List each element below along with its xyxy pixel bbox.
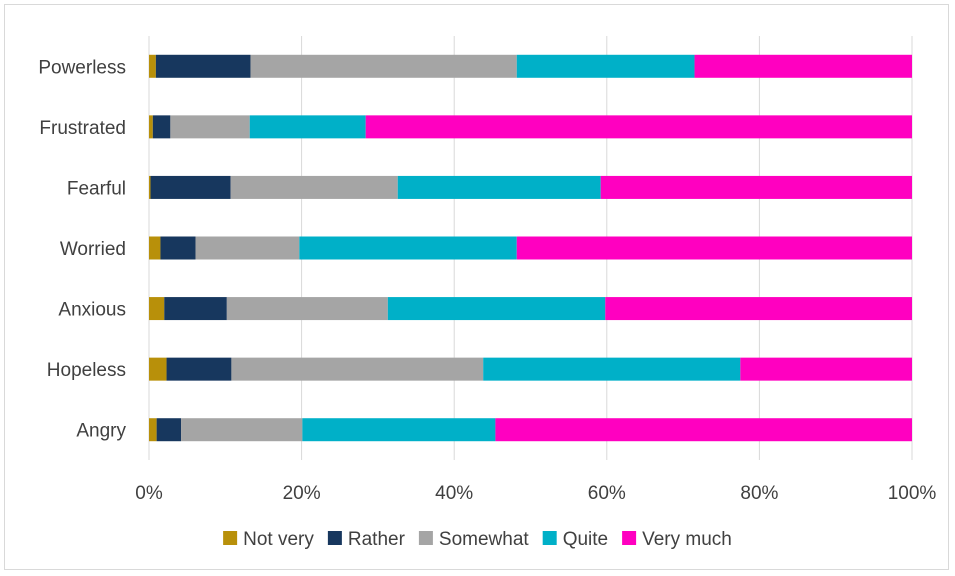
- bar-segment-somewhat: [181, 418, 303, 442]
- category-label: Worried: [60, 239, 126, 260]
- legend-label: Somewhat: [439, 529, 529, 550]
- bar-segment-somewhat: [230, 175, 398, 199]
- bar-segment-not-very: [149, 418, 157, 442]
- bar-segment-not-very: [149, 357, 167, 381]
- bar-segment-quite: [249, 115, 366, 139]
- bar-segment-somewhat: [170, 115, 250, 139]
- bar-segment-quite: [516, 54, 695, 78]
- bar-segment-very-much: [740, 357, 912, 381]
- x-tick-label: 100%: [888, 483, 937, 504]
- bar-segment-quite: [483, 357, 741, 381]
- legend-item-quite: Quite: [542, 529, 608, 550]
- bar-segment-quite: [397, 175, 601, 199]
- category-label: Fearful: [67, 178, 126, 199]
- legend-item-rather: Rather: [327, 529, 406, 550]
- chart-frame: [4, 4, 949, 570]
- legend-swatch: [223, 531, 238, 545]
- category-label: Angry: [76, 421, 126, 442]
- category-label: Frustrated: [39, 118, 126, 139]
- bars: [149, 54, 912, 442]
- legend-item-very-much: Very much: [622, 529, 732, 550]
- bar-segment-somewhat: [231, 357, 484, 381]
- category-label: Powerless: [38, 57, 126, 78]
- bar-segment-rather: [156, 418, 182, 442]
- bar-segment-very-much: [495, 418, 912, 442]
- bar-segment-very-much: [694, 54, 912, 78]
- bar-segment-rather: [150, 175, 231, 199]
- x-tick-label: 0%: [135, 483, 163, 504]
- legend-swatch: [418, 531, 433, 545]
- legend-item-somewhat: Somewhat: [418, 529, 529, 550]
- bar-segment-very-much: [600, 175, 912, 199]
- bar-segment-somewhat: [226, 297, 388, 321]
- legend-label: Not very: [243, 529, 314, 550]
- bar-segment-rather: [160, 236, 196, 260]
- category-label: Hopeless: [47, 360, 126, 381]
- bar-segment-rather: [152, 115, 171, 139]
- bar-segment-not-very: [149, 115, 153, 139]
- legend-label: Very much: [642, 529, 732, 550]
- x-tick-label: 40%: [435, 483, 473, 504]
- bar-segment-very-much: [516, 236, 912, 260]
- bar-segment-somewhat: [195, 236, 300, 260]
- bar-segment-very-much: [605, 297, 912, 321]
- legend-label: Quite: [563, 529, 608, 550]
- legend-swatch: [622, 531, 637, 545]
- legend-item-not-very: Not very: [223, 529, 314, 550]
- legend: Not very Rather Somewhat Quite Very much: [223, 529, 732, 550]
- bar-segment-rather: [155, 54, 251, 78]
- bar-segment-not-very: [149, 175, 151, 199]
- x-tick-label: 60%: [588, 483, 626, 504]
- bar-segment-quite: [299, 236, 517, 260]
- bar-segment-not-very: [149, 236, 161, 260]
- x-tick-label: 20%: [283, 483, 321, 504]
- legend-swatch: [542, 531, 557, 545]
- bar-segment-rather: [166, 357, 232, 381]
- bar-segment-somewhat: [250, 54, 517, 78]
- legend-swatch: [327, 531, 342, 545]
- bar-segment-quite: [302, 418, 496, 442]
- bar-segment-rather: [164, 297, 227, 321]
- category-axis: Powerless Frustrated Fearful Worried Anxious…: [38, 57, 126, 441]
- value-axis: 0% 20% 40% 60% 80% 100%: [135, 483, 936, 504]
- bar-segment-quite: [387, 297, 606, 321]
- legend-label: Rather: [348, 529, 406, 550]
- category-label: Anxious: [58, 300, 126, 321]
- bar-segment-not-very: [149, 54, 156, 78]
- bar-segment-very-much: [365, 115, 912, 139]
- bar-segment-not-very: [149, 297, 165, 321]
- x-tick-label: 80%: [740, 483, 778, 504]
